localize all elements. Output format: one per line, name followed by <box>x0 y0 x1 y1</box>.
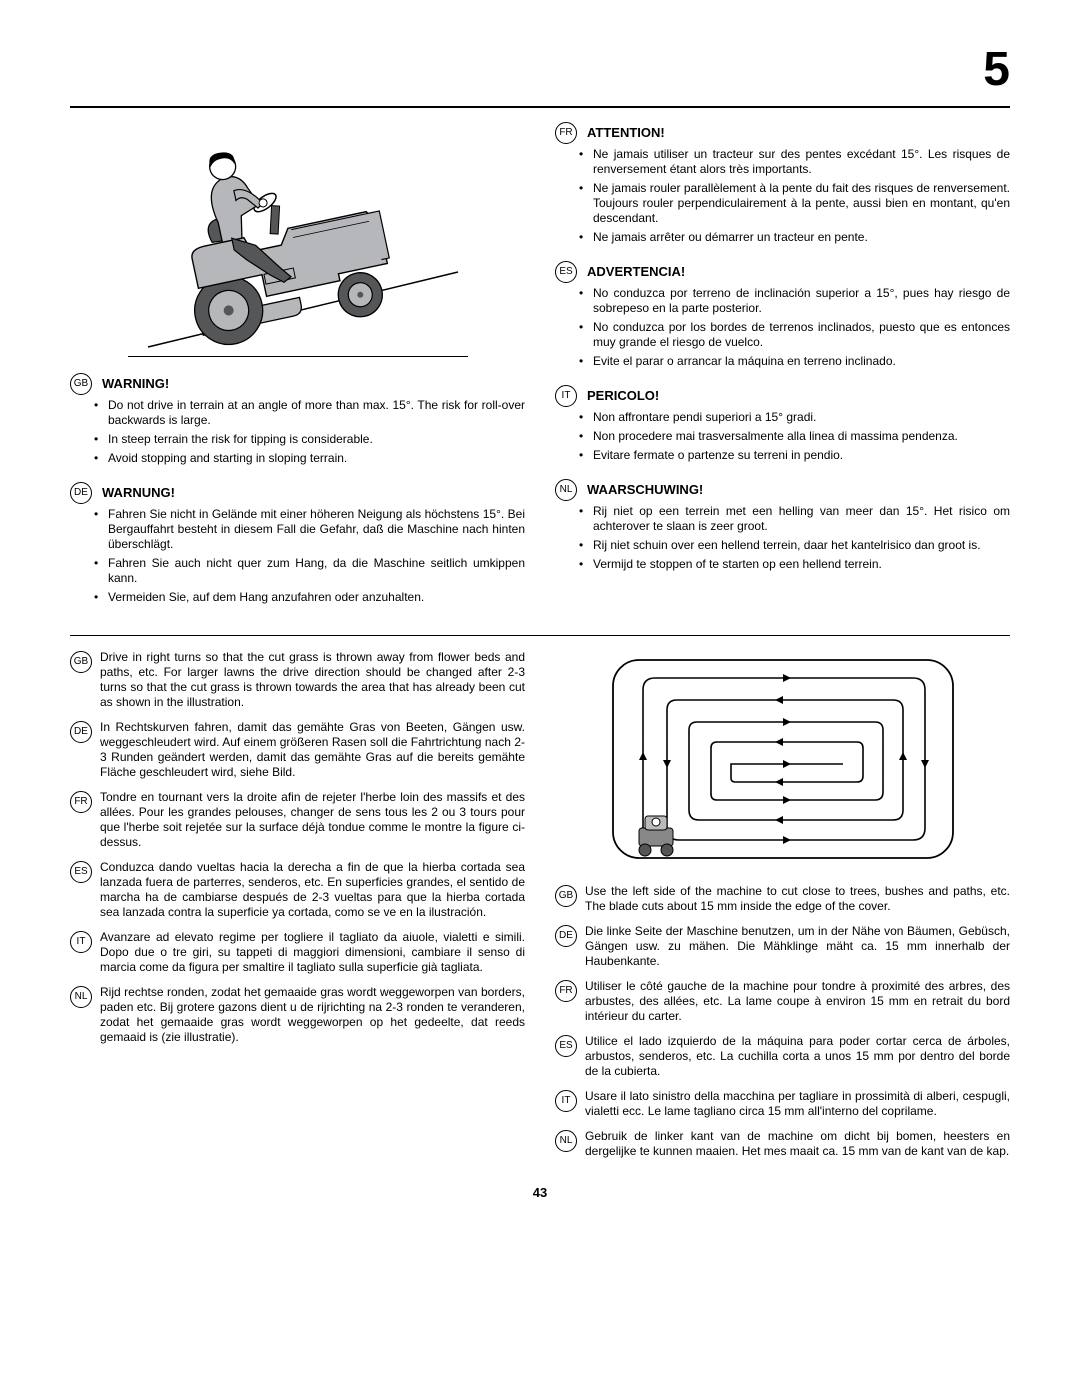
tractor-illustration <box>128 122 468 352</box>
warning-title: PERICOLO! <box>587 388 659 404</box>
warning-bullet: Avoid stopping and starting in sloping t… <box>108 451 525 466</box>
warning-title: WARNUNG! <box>102 485 175 501</box>
warning-bullets: Non affrontare pendi superiori a 15° gra… <box>555 410 1010 463</box>
warning-bullet: Rij niet op een terrein met een helling … <box>593 504 1010 534</box>
lang-badge-nl: NL <box>70 986 92 1008</box>
instruction-fr: FR Utiliser le côté gauche de la machine … <box>555 979 1010 1024</box>
lang-badge-de: DE <box>555 925 577 947</box>
warnings-section: GB WARNING! Do not drive in terrain at an … <box>70 122 1010 621</box>
warning-heading: IT PERICOLO! <box>555 385 1010 407</box>
instruction-text: In Rechtskurven fahren, damit das gemäht… <box>100 720 525 780</box>
warning-block-gb: GB WARNING! Do not drive in terrain at an … <box>70 373 525 466</box>
warning-block-de: DE WARNUNG! Fahren Sie nicht in Gelände mi… <box>70 482 525 605</box>
instructions-section: GB Drive in right turns so that the cut g… <box>70 650 1010 1169</box>
warning-bullet: Vermijd te stoppen of te starten op een … <box>593 557 1010 572</box>
right-column: FR ATTENTION! Ne jamais utiliser un tracte… <box>555 122 1010 621</box>
lang-badge-gb: GB <box>70 373 92 395</box>
drive-turns-column: GB Drive in right turns so that the cut g… <box>70 650 525 1169</box>
warning-bullets: Fahren Sie nicht in Gelände mit einer hö… <box>70 507 525 605</box>
instruction-text: Use the left side of the machine to cut … <box>585 884 1010 914</box>
warning-bullet: Ne jamais arrêter ou démarrer un tracteu… <box>593 230 1010 245</box>
instruction-es: ES Utilice el lado izquierdo de la máquin… <box>555 1034 1010 1079</box>
instruction-text: Conduzca dando vueltas hacia la derecha … <box>100 860 525 920</box>
warning-bullet: Evite el parar o arrancar la máquina en … <box>593 354 1010 369</box>
warning-bullets: Rij niet op een terrein met een helling … <box>555 504 1010 572</box>
instruction-it: IT Usare il lato sinistro della macchina … <box>555 1089 1010 1119</box>
lang-badge-it: IT <box>555 1090 577 1112</box>
instruction-de: DE In Rechtskurven fahren, damit das gemä… <box>70 720 525 780</box>
page-number-bottom: 43 <box>70 1185 1010 1201</box>
top-rule <box>70 106 1010 108</box>
warning-bullet: Ne jamais utiliser un tracteur sur des p… <box>593 147 1010 177</box>
lang-badge-nl: NL <box>555 479 577 501</box>
warning-bullet: Vermeiden Sie, auf dem Hang anzufahren o… <box>108 590 525 605</box>
instruction-text: Utilice el lado izquierdo de la máquina … <box>585 1034 1010 1079</box>
warning-bullet: Ne jamais rouler parallèlement à la pent… <box>593 181 1010 226</box>
instruction-text: Tondre en tournant vers la droite afin d… <box>100 790 525 850</box>
lang-badge-es: ES <box>555 261 577 283</box>
warning-block-es: ES ADVERTENCIA! No conduzca por terreno de… <box>555 261 1010 369</box>
instruction-text: Drive in right turns so that the cut gra… <box>100 650 525 710</box>
instruction-text: Utiliser le côté gauche de la machine po… <box>585 979 1010 1024</box>
lang-badge-gb: GB <box>555 885 577 907</box>
instruction-text: Rijd rechtse ronden, zodat het gemaaide … <box>100 985 525 1045</box>
warning-bullet: In steep terrain the risk for tipping is… <box>108 432 525 447</box>
warning-heading: FR ATTENTION! <box>555 122 1010 144</box>
section-number: 5 <box>70 40 1010 100</box>
instruction-text: Die linke Seite der Maschine benutzen, u… <box>585 924 1010 969</box>
warning-title: WARNING! <box>102 376 169 392</box>
instruction-nl: NL Gebruik de linker kant van de machine … <box>555 1129 1010 1159</box>
warning-bullet: Non affrontare pendi superiori a 15° gra… <box>593 410 1010 425</box>
warning-heading: NL WAARSCHUWING! <box>555 479 1010 501</box>
lang-badge-gb: GB <box>70 651 92 673</box>
warning-bullet: No conduzca por terreno de inclinación s… <box>593 286 1010 316</box>
lang-badge-fr: FR <box>555 980 577 1002</box>
warning-title: ATTENTION! <box>587 125 665 141</box>
instruction-nl: NL Rijd rechtse ronden, zodat het gemaaid… <box>70 985 525 1045</box>
instruction-text: Avanzare ad elevato regime per togliere … <box>100 930 525 975</box>
lang-badge-es: ES <box>555 1035 577 1057</box>
warning-title: WAARSCHUWING! <box>587 482 703 498</box>
warning-heading: DE WARNUNG! <box>70 482 525 504</box>
warning-bullet: Non procedere mai trasversalmente alla l… <box>593 429 1010 444</box>
instruction-fr: FR Tondre en tournant vers la droite afin… <box>70 790 525 850</box>
warning-bullet: Fahren Sie nicht in Gelände mit einer hö… <box>108 507 525 552</box>
warning-bullets: Do not drive in terrain at an angle of m… <box>70 398 525 466</box>
lang-badge-nl: NL <box>555 1130 577 1152</box>
instruction-es: ES Conduzca dando vueltas hacia la derech… <box>70 860 525 920</box>
lang-badge-de: DE <box>70 721 92 743</box>
warning-bullet: Rij niet schuin over een hellend terrein… <box>593 538 1010 553</box>
instruction-de: DE Die linke Seite der Maschine benutzen,… <box>555 924 1010 969</box>
lang-badge-it: IT <box>555 385 577 407</box>
lang-badge-es: ES <box>70 861 92 883</box>
mid-rule <box>70 635 1010 636</box>
instruction-it: IT Avanzare ad elevato regime per toglier… <box>70 930 525 975</box>
left-column: GB WARNING! Do not drive in terrain at an … <box>70 122 525 621</box>
lang-badge-de: DE <box>70 482 92 504</box>
warning-heading: ES ADVERTENCIA! <box>555 261 1010 283</box>
warning-block-nl: NL WAARSCHUWING! Rij niet op een terrein m… <box>555 479 1010 572</box>
warning-bullet: Evitare fermate o partenze su terreni in… <box>593 448 1010 463</box>
warning-bullet: No conduzca por los bordes de terrenos i… <box>593 320 1010 350</box>
warning-bullet: Do not drive in terrain at an angle of m… <box>108 398 525 428</box>
warning-block-fr: FR ATTENTION! Ne jamais utiliser un tracte… <box>555 122 1010 245</box>
warning-heading: GB WARNING! <box>70 373 525 395</box>
warning-bullet: Fahren Sie auch nicht quer zum Hang, da … <box>108 556 525 586</box>
lang-badge-fr: FR <box>555 122 577 144</box>
left-side-column: GB Use the left side of the machine to cu… <box>555 650 1010 1169</box>
instruction-text: Gebruik de linker kant van de machine om… <box>585 1129 1010 1159</box>
lang-badge-fr: FR <box>70 791 92 813</box>
warning-bullets: No conduzca por terreno de inclinación s… <box>555 286 1010 369</box>
warning-block-it: IT PERICOLO! Non affrontare pendi superior… <box>555 385 1010 463</box>
lang-badge-it: IT <box>70 931 92 953</box>
instruction-gb: GB Use the left side of the machine to cu… <box>555 884 1010 914</box>
instruction-gb: GB Drive in right turns so that the cut g… <box>70 650 525 710</box>
warning-title: ADVERTENCIA! <box>587 264 685 280</box>
instruction-text: Usare il lato sinistro della macchina pe… <box>585 1089 1010 1119</box>
warning-bullets: Ne jamais utiliser un tracteur sur des p… <box>555 147 1010 245</box>
mow-pattern-diagram <box>603 650 963 870</box>
illustration-rule <box>128 356 468 357</box>
